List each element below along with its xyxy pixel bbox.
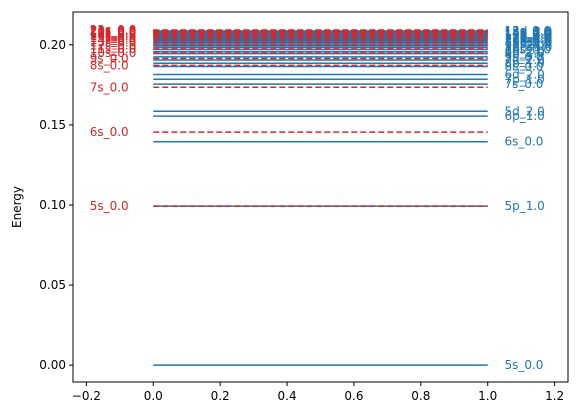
red-level-label: 12s_0.0 [90, 38, 137, 52]
red-level-label: 9s_0.0 [90, 51, 129, 65]
red-level-label: 15s_0.0 [90, 31, 137, 45]
blue-level-label: 9d_2.0 [504, 38, 544, 52]
red-level-label: 21s_0.0 [90, 24, 137, 38]
blue-level-label: 7s_0.0 [504, 77, 543, 91]
red-level-label: 18s_0.0 [90, 26, 137, 40]
x-tick-label: 1.2 [545, 389, 564, 403]
blue-level-label: 10p_1.0 [504, 40, 552, 54]
x-tick-label: 0.4 [278, 389, 297, 403]
blue-level-label: 11s_0.0 [504, 37, 551, 51]
blue-level-label: 12s_0.0 [504, 33, 551, 47]
red-level-label: 14s_0.0 [90, 33, 137, 47]
blue-level-label: 5p_1.0 [504, 199, 544, 213]
x-axis: −0.2 0.0 0.2 0.4 0.6 0.8 1.0 1.2 [72, 382, 564, 403]
blue-level-label: 12d_2.0 [504, 27, 552, 41]
plot-area [153, 29, 488, 366]
blue-level-label: 9p_1.0 [504, 47, 544, 61]
y-tick-label: 0.20 [39, 38, 66, 52]
x-tick-label: 1.0 [478, 389, 497, 403]
blue-level-label: 6p_1.0 [504, 109, 544, 123]
blue-level-label: 7d_2.0 [504, 53, 544, 67]
blue-level-label: 10s_0.0 [504, 42, 551, 56]
blue-level-label: 7p_1.0 [504, 72, 544, 86]
axes-frame [72, 11, 569, 383]
red-level-label: 13s_0.0 [90, 35, 137, 49]
blue-level-label: 14p_1.0 [504, 26, 552, 40]
red-level-label: 6s_0.0 [90, 125, 129, 139]
red-level-label: 20s_0.0 [90, 24, 137, 38]
y-tick-label: 0.05 [39, 278, 66, 292]
red-level-label: 17s_0.0 [90, 28, 137, 42]
y-tick-label: 0.15 [39, 118, 66, 132]
blue-level-label: 13s_0.0 [504, 29, 551, 43]
red-level-label: 5s_0.0 [90, 199, 129, 213]
red-level-label: 16s_0.0 [90, 29, 137, 43]
blue-level-label: 8s_0.0 [504, 59, 543, 73]
blue-level-label: 5d_2.0 [504, 104, 544, 118]
red-level-label: 19s_0.0 [90, 25, 137, 39]
x-tick-label: 0.2 [211, 389, 230, 403]
y-axis: 0.00 0.05 0.10 0.15 0.20 [39, 38, 73, 372]
blue-level-label: 10d_2.0 [504, 34, 552, 48]
red-level-label: 22s_0.0 [90, 23, 137, 37]
blue-level-label: 11d_2.0 [504, 30, 552, 44]
blue-level-label: 6s_0.0 [504, 135, 543, 149]
blue-level-label: 14s_0.0 [504, 26, 551, 40]
blue-level-label: 8d_2.0 [504, 45, 544, 59]
level-lines [153, 29, 488, 366]
y-axis-label: Energy [10, 186, 24, 228]
y-tick-label: 0.00 [39, 358, 66, 372]
blue-level-label: 6d_2.0 [504, 67, 544, 81]
red-level-label: 8s_0.0 [90, 58, 129, 72]
blue-level-label: 8p_1.0 [504, 56, 544, 70]
y-tick-label: 0.10 [39, 198, 66, 212]
blue-level-label: 5s_0.0 [504, 358, 543, 372]
blue-level-label: 13d_2.0 [504, 25, 552, 39]
blue-level-label: 11p_1.0 [504, 35, 552, 49]
x-tick-label: 0.8 [411, 389, 430, 403]
red-level-label: 7s_0.0 [90, 80, 129, 94]
x-tick-label: −0.2 [72, 389, 101, 403]
x-tick-label: 0.6 [344, 389, 363, 403]
blue-level-label: 13p_1.0 [504, 28, 552, 42]
level-labels: 5s_0.05p_1.06s_0.06p_1.05d_2.07s_0.07p_1… [90, 23, 553, 372]
blue-level-label: 9s_0.0 [504, 50, 543, 64]
red-level-label: 11s_0.0 [90, 42, 137, 56]
red-level-label: 10s_0.0 [90, 46, 137, 60]
x-tick-label: 0.0 [144, 389, 163, 403]
blue-level-label: 12p_1.0 [504, 31, 552, 45]
blue-level-label: 15s_0.0 [504, 24, 551, 38]
